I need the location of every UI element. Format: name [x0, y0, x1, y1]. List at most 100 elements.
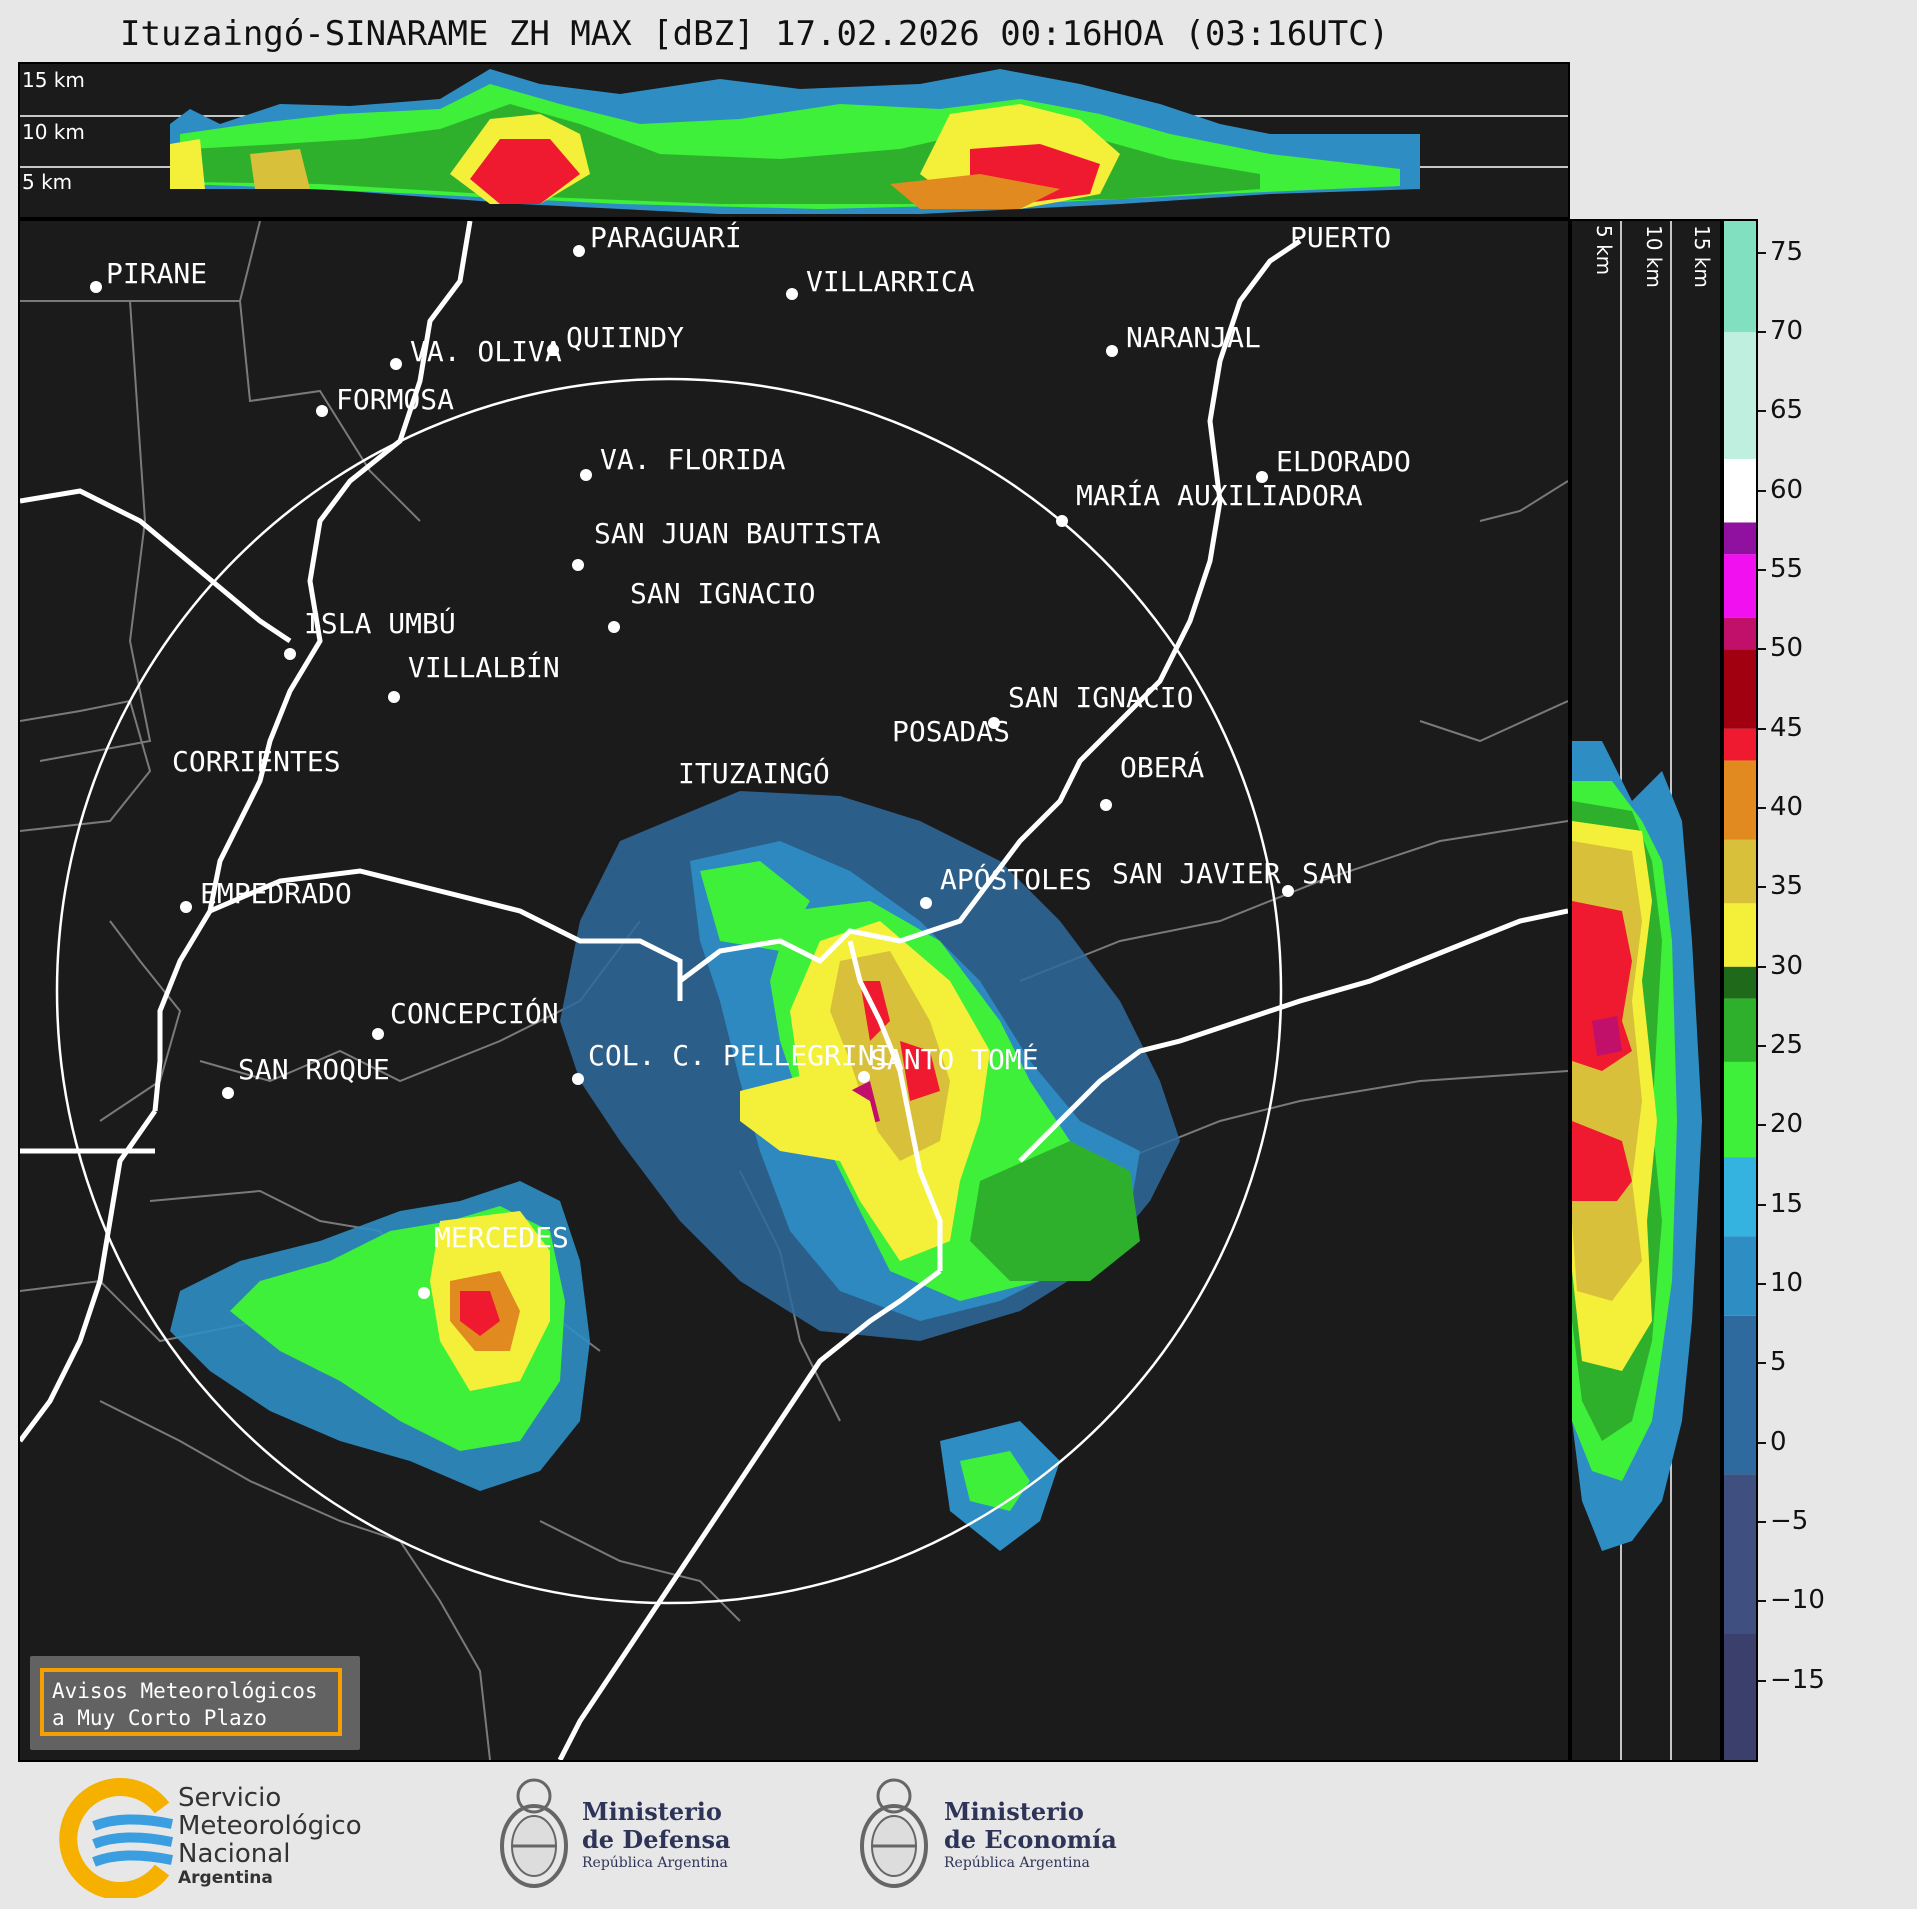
- colorbar-tick-mark: [1758, 886, 1766, 889]
- radar-map-canvas: [20, 221, 1568, 1760]
- colorbar-band: [1724, 221, 1756, 333]
- colorbar-tick-mark: [1758, 1203, 1766, 1206]
- colorbar-tick-label: 15: [1770, 1188, 1804, 1219]
- city-dot-maria-auxiliadora: [1056, 515, 1068, 527]
- city-label-san-ignacio-py: SAN IGNACIO: [630, 577, 816, 610]
- colorbar-band: [1724, 998, 1756, 1062]
- city-label-apostoles: APÓSTOLES: [940, 863, 1092, 896]
- city-label-san-juan-bautista: SAN JUAN BAUTISTA: [594, 517, 881, 550]
- colorbar-tick-label: −5: [1770, 1506, 1809, 1536]
- city-dot-formosa: [316, 405, 328, 417]
- colorbar-tick-mark: [1758, 569, 1766, 572]
- top-cross-section-panel: 15 km 10 km 5 km: [18, 62, 1570, 219]
- top-cross-section-echoes: [20, 69, 1568, 214]
- city-dot-san-edge: [1282, 885, 1294, 897]
- colorbar-band: [1724, 839, 1756, 904]
- footer-logos: Servicio Meteorológico Nacional Argentin…: [0, 1762, 1917, 1909]
- colorbar-tick-label: 35: [1770, 871, 1804, 902]
- colorbar-tick-mark: [1758, 727, 1766, 730]
- city-label-san-roque: SAN ROQUE: [238, 1053, 390, 1086]
- city-dot-naranjal: [1106, 345, 1118, 357]
- smn-line-2: Meteorológico: [178, 1811, 362, 1841]
- colorbar-tick-label: −10: [1770, 1585, 1825, 1616]
- colorbar-tick-label: 5: [1770, 1347, 1787, 1378]
- map-title: Ituzaingó-SINARAME ZH MAX [dBZ] 17.02.20…: [120, 14, 1390, 54]
- notice-frame: Avisos Meteorológicos a Muy Corto Plazo: [40, 1668, 342, 1736]
- city-label-concepcion: CONCEPCIÓN: [390, 997, 559, 1030]
- colorbar-tick-mark: [1758, 410, 1766, 413]
- colorbar-tick-label: 75: [1770, 236, 1804, 267]
- city-label-quiindy: QUIINDY: [566, 321, 685, 354]
- colorbar-band: [1724, 458, 1756, 523]
- smn-line-4: Argentina: [178, 1868, 273, 1888]
- city-label-villalbin: VILLALBÍN: [408, 651, 560, 684]
- dbz-colorbar: [1722, 219, 1758, 1762]
- city-dot-isla-umbu: [284, 648, 296, 660]
- defensa-logo-text: Ministerio de Defensa República Argentin…: [582, 1798, 731, 1872]
- city-dot-col-c-pellegrini: [572, 1073, 584, 1085]
- economia-line-2: de Economía: [944, 1825, 1117, 1854]
- city-label-naranjal: NARANJAL: [1126, 321, 1261, 354]
- notice-line-2: a Muy Corto Plazo: [52, 1706, 267, 1730]
- colorbar-tick-mark: [1758, 251, 1766, 254]
- colorbar-tick-label: 10: [1770, 1268, 1804, 1299]
- city-label-mercedes: MERCEDES: [434, 1221, 569, 1254]
- defensa-line-1: Ministerio: [582, 1797, 722, 1826]
- smn-logo-icon: [59, 1778, 174, 1898]
- notice-box: Avisos Meteorológicos a Muy Corto Plazo: [30, 1656, 360, 1750]
- city-dot-villarrica: [786, 288, 798, 300]
- colorbar-band: [1724, 554, 1756, 618]
- city-label-posadas: POSADAS: [892, 715, 1011, 748]
- city-label-maria-auxiliadora: MARÍA AUXILIADORA: [1076, 479, 1363, 512]
- top-altitude-10km: 10 km: [22, 120, 85, 144]
- rivers-borders: [20, 221, 1568, 1760]
- side-altitude-5km: 5 km: [1592, 225, 1616, 276]
- colorbar-tick-mark: [1758, 965, 1766, 968]
- side-cross-section-echoes: [1572, 221, 1702, 1760]
- colorbar-band: [1724, 966, 1756, 999]
- colorbar-band: [1724, 1315, 1756, 1475]
- city-dot-paraguari: [573, 245, 585, 257]
- economia-line-3: República Argentina: [944, 1855, 1090, 1871]
- defensa-coat-of-arms-icon: [500, 1778, 568, 1888]
- defensa-line-2: de Defensa: [582, 1825, 731, 1854]
- city-label-santo-tome: SANTO TOMÉ: [870, 1043, 1039, 1076]
- colorbar-tick-mark: [1758, 1124, 1766, 1127]
- colorbar-band: [1724, 332, 1756, 459]
- colorbar-band: [1724, 903, 1756, 967]
- city-label-ituzaingo: ITUZAINGÓ: [678, 757, 830, 790]
- colorbar-band: [1724, 1236, 1756, 1316]
- colorbar-tick-label: 70: [1770, 316, 1804, 347]
- colorbar-band: [1724, 1157, 1756, 1237]
- city-label-san-edge: SAN: [1302, 857, 1353, 890]
- colorbar-tick-label: 55: [1770, 554, 1804, 585]
- city-dot-san-ignacio-py: [608, 621, 620, 633]
- city-dot-santo-tome: [858, 1071, 870, 1083]
- city-dot-san-ignacio-ar: [988, 717, 1000, 729]
- city-dot-va-florida: [580, 469, 592, 481]
- city-label-san-ignacio-ar: SAN IGNACIO: [1008, 681, 1194, 714]
- colorbar-tick-mark: [1758, 1441, 1766, 1444]
- economia-line-1: Ministerio: [944, 1797, 1084, 1826]
- colorbar-band: [1724, 617, 1756, 650]
- colorbar-tick-mark: [1758, 1679, 1766, 1682]
- colorbar-tick-mark: [1758, 1521, 1766, 1523]
- city-label-puerto: PUERTO: [1290, 221, 1392, 254]
- top-altitude-5km: 5 km: [22, 170, 73, 194]
- colorbar-tick-label: 60: [1770, 474, 1804, 505]
- city-dot-eldorado: [1256, 471, 1268, 483]
- defensa-line-3: República Argentina: [582, 1855, 728, 1871]
- smn-line-3: Nacional: [178, 1839, 291, 1869]
- top-altitude-15km: 15 km: [22, 68, 85, 92]
- colorbar-tick-mark: [1758, 1045, 1766, 1048]
- colorbar-tick-label: 45: [1770, 712, 1804, 743]
- colorbar-band: [1724, 522, 1756, 555]
- city-dot-san-roque: [222, 1087, 234, 1099]
- smn-line-1: Servicio: [178, 1783, 282, 1813]
- radar-echoes: [170, 791, 1180, 1551]
- colorbar-band: [1724, 649, 1756, 729]
- city-label-pirane: PIRANE: [106, 257, 208, 290]
- city-dot-empedrado: [180, 901, 192, 913]
- colorbar-tick-label: 65: [1770, 395, 1804, 426]
- notice-line-1: Avisos Meteorológicos: [52, 1679, 318, 1703]
